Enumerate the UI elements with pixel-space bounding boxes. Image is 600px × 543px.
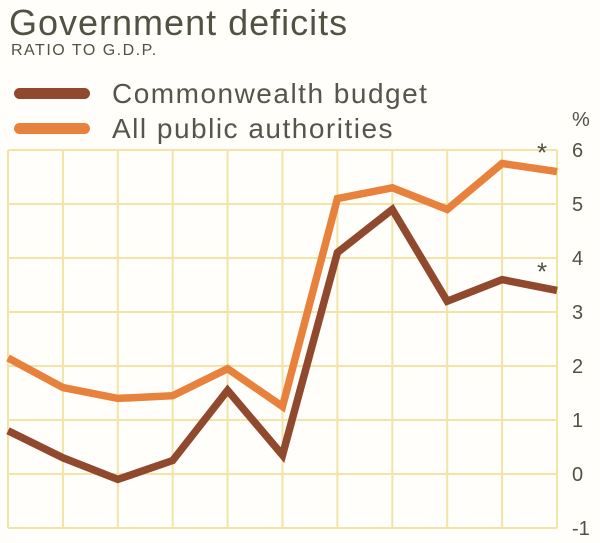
y-tick-label: 0: [572, 464, 583, 486]
page-title: Government deficits: [9, 2, 349, 43]
y-tick-label: 6: [572, 140, 583, 162]
legend-item-all-public-authorities: All public authorities: [14, 111, 428, 146]
legend-label-commonwealth-budget: Commonwealth budget: [112, 77, 429, 109]
legend-swatch-all-public-authorities: [14, 123, 90, 134]
series-end-marker-commonwealth-budget: *: [537, 256, 547, 286]
legend: Commonwealth budget All public authoriti…: [14, 76, 428, 146]
series-line-all-public-authorities: [6, 159, 558, 413]
series-end-marker-all-public-authorities: *: [537, 138, 547, 168]
chart-subtitle: RATIO TO G.D.P.: [11, 42, 158, 59]
y-tick-label: 4: [572, 248, 583, 270]
y-tick-label: -1: [572, 518, 590, 540]
y-tick-label: 3: [572, 302, 583, 324]
y-axis-unit-label: %: [572, 109, 590, 131]
y-tick-label: 5: [572, 194, 583, 216]
legend-swatch-commonwealth-budget: [14, 88, 90, 99]
legend-item-commonwealth-budget: Commonwealth budget: [14, 76, 428, 111]
series-line-commonwealth-budget: [6, 203, 558, 484]
y-tick-label: 1: [572, 410, 583, 432]
legend-label-all-public-authorities: All public authorities: [112, 112, 395, 144]
y-tick-label: 2: [572, 356, 583, 378]
